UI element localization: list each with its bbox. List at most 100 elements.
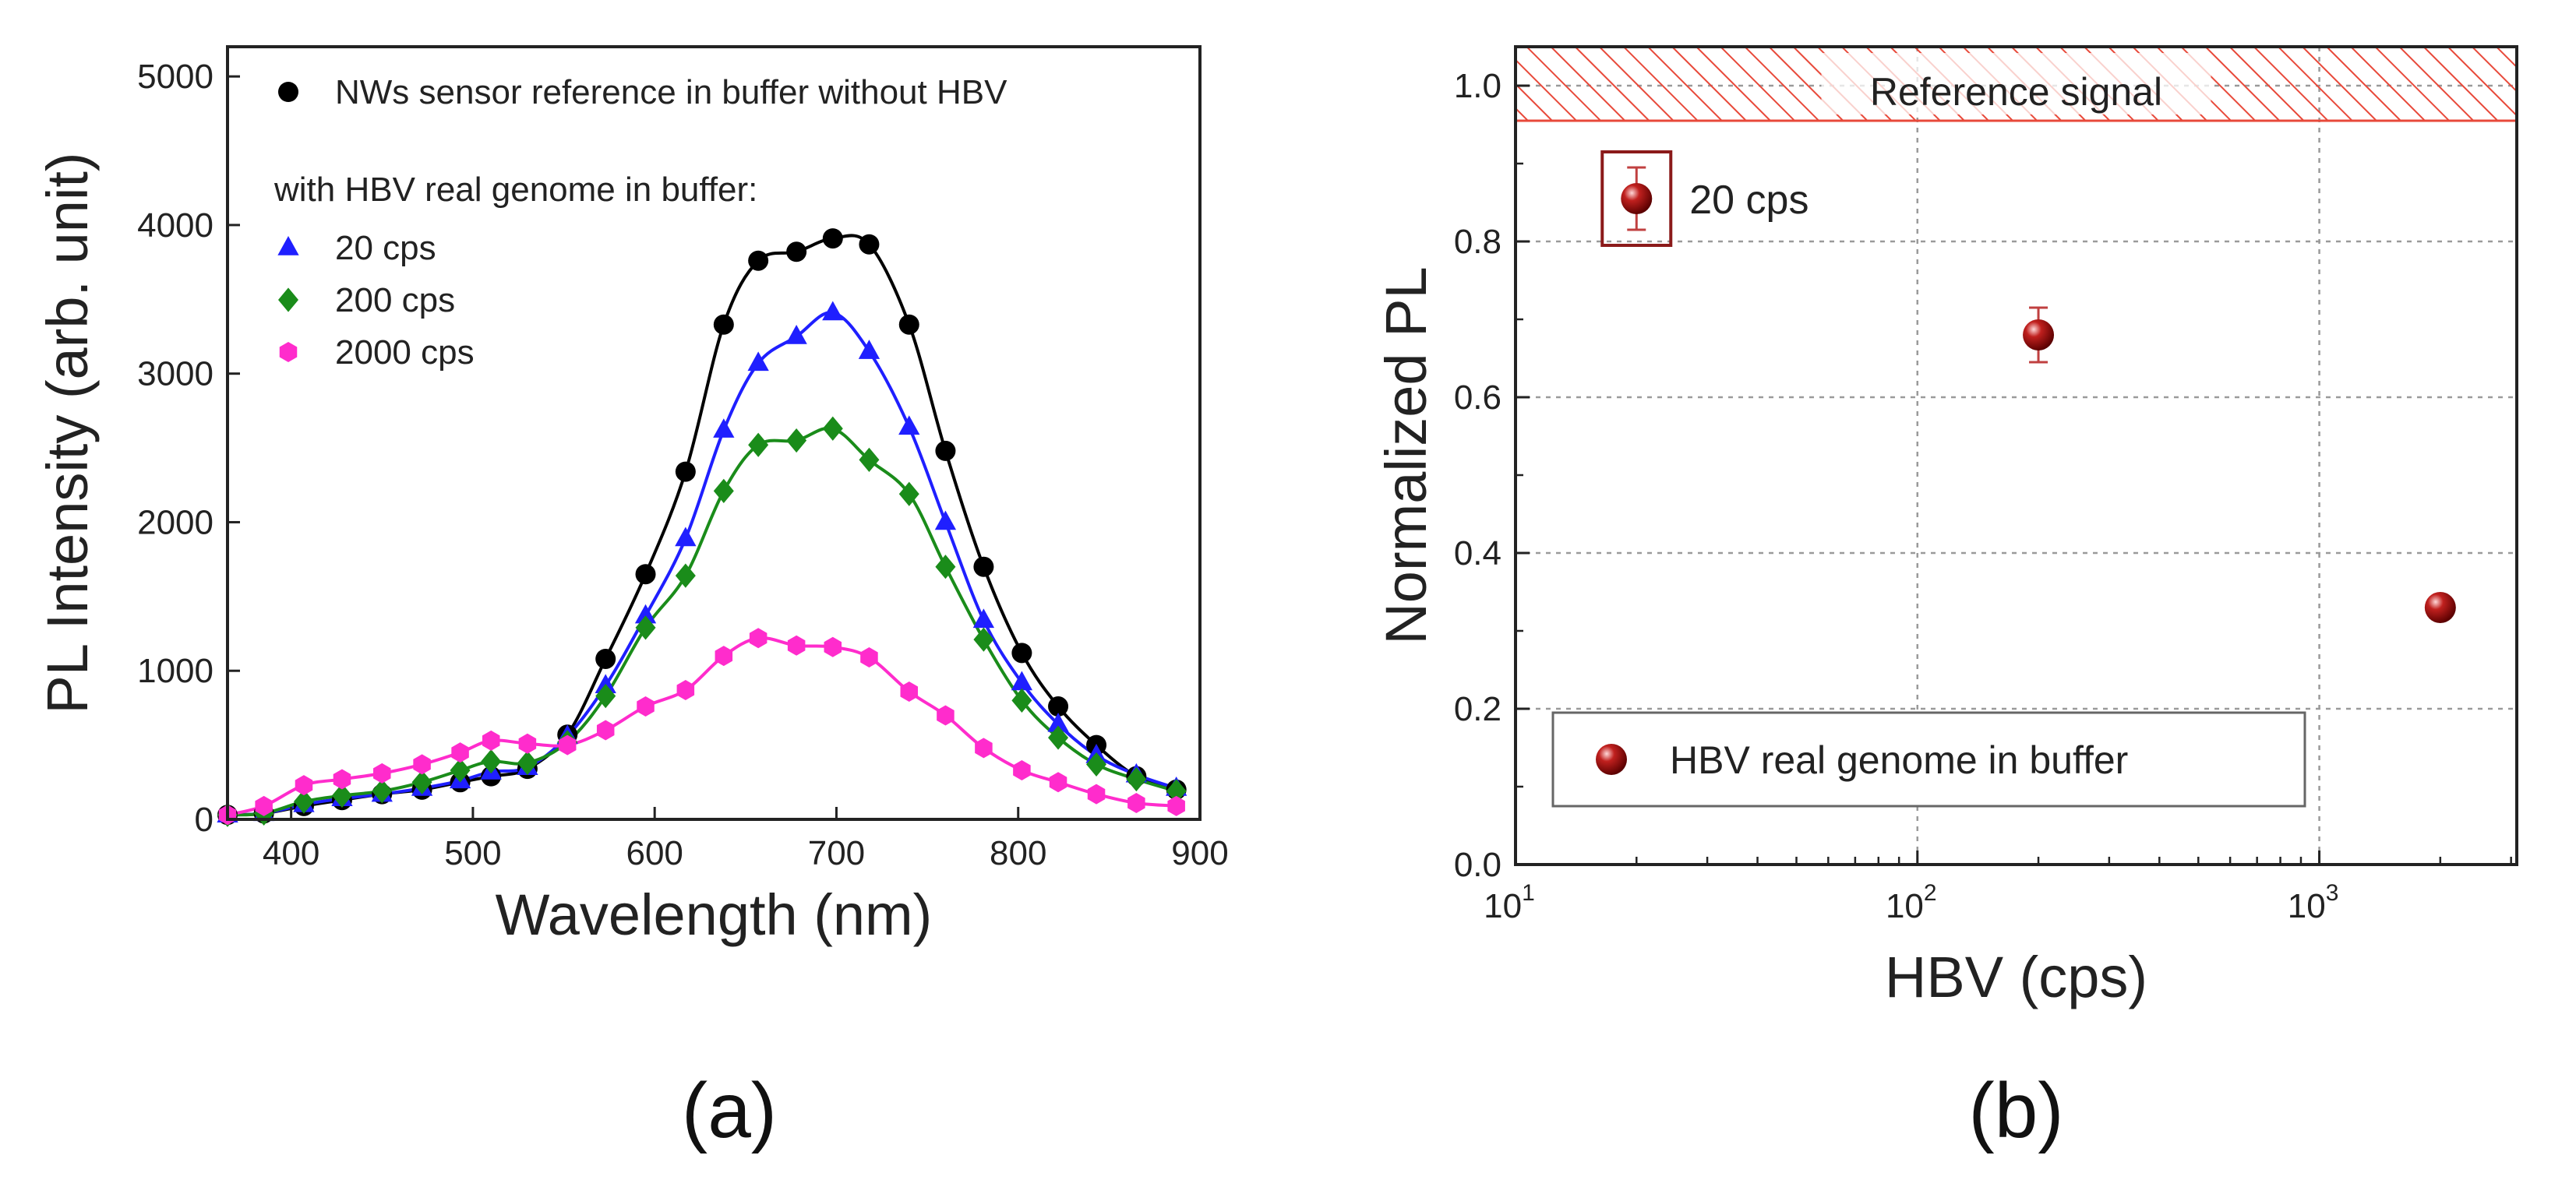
panel-a-data-point — [517, 750, 538, 776]
panel-a-data-point — [824, 636, 842, 657]
panel-b-x-tick-base: 10 — [2288, 887, 2326, 925]
panel-a-data-point — [1011, 688, 1032, 713]
panel-a-data-point — [331, 783, 352, 808]
panel-b-x-tick-base: 10 — [1886, 887, 1924, 925]
panel-a-y-tick-label: 3000 — [137, 355, 213, 393]
panel-a-data-point — [1047, 712, 1069, 732]
panel-a-data-point — [747, 351, 769, 372]
panel-b-y-axis-label: Normalized PL — [1374, 266, 1438, 644]
panel-a-data-point — [1166, 779, 1187, 804]
panel-a-data-point — [785, 325, 807, 344]
panel-b-data-point — [2424, 592, 2456, 623]
panel-a-data-point — [749, 628, 768, 649]
panel-a-data-point — [822, 228, 843, 249]
panel-b-reference-band-label: Reference signal — [1870, 70, 2162, 114]
panel-a-data-point — [482, 730, 500, 751]
panel-a-data-point — [1086, 752, 1107, 777]
panel-a-x-axis-label: Wavelength (nm) — [496, 882, 933, 947]
panel-b-legend: HBV real genome in buffer — [1551, 711, 2306, 808]
panel-a-data-point — [595, 684, 616, 709]
panel-a-data-point — [595, 648, 616, 669]
panel-b-y-tick-label: 1.0 — [1454, 67, 1501, 105]
panel-a-data-point — [293, 789, 314, 814]
panel-b-chart: Reference signal 20 cps 101 102 1030.00.20… — [1374, 45, 2518, 1154]
panel-a-data-point — [713, 418, 735, 438]
panel-a-y-tick-label: 5000 — [137, 58, 213, 96]
panel-a-data-point — [558, 734, 577, 755]
panel-a-chart: 400 500 600 700 800 900010002000300040005000 … — [35, 45, 1229, 1154]
panel-a-series-line-2 — [228, 426, 1177, 817]
panel-a-x-tick-label: 800 — [990, 834, 1046, 872]
panel-a-y-tick-label: 4000 — [137, 206, 213, 245]
panel-a-data-point — [713, 478, 734, 503]
panel-b-y-tick-label: 0.6 — [1454, 379, 1501, 417]
panel-a-data-point — [975, 738, 993, 759]
panel-a-data-point — [411, 770, 432, 794]
panel-a-data-point — [595, 674, 616, 694]
panel-a-data-point — [748, 432, 769, 457]
panel-a-data-point — [1048, 696, 1069, 717]
panel-a-data-point — [973, 627, 994, 652]
panel-a-series-line-3 — [228, 636, 1177, 817]
panel-a-legend-label: NWs sensor reference in buffer without H… — [335, 73, 1007, 111]
panel-a-data-point — [637, 696, 655, 717]
panel-a-data-point — [822, 416, 843, 441]
panel-b-x-tick-exponent: 3 — [2326, 880, 2339, 906]
panel-a-series-line-1 — [228, 311, 1177, 817]
panel-a-y-axis-label: PL Intensity (arb. unit) — [35, 152, 100, 713]
panel-a-data-point — [635, 564, 656, 585]
panel-b-x-tick-label: 101 — [1484, 880, 1535, 925]
panel-a-data-point — [1087, 784, 1106, 805]
panel-a-data-point — [972, 608, 995, 629]
panel-a-data-point — [635, 615, 656, 640]
panel-a-data-point — [255, 795, 273, 816]
panel-a-data-point — [859, 447, 880, 472]
panel-a-data-point — [1011, 643, 1032, 664]
panel-a-x-tick-label: 600 — [626, 834, 683, 872]
panel-a-axes-frame — [226, 45, 1202, 821]
panel-a-data-point — [675, 461, 696, 482]
panel-a-data-point — [973, 556, 994, 577]
panel-a-data-point — [676, 680, 695, 701]
panel-a-legend-marker — [279, 342, 298, 362]
panel-a-data-point — [748, 250, 769, 271]
panel-b-data-points: 20 cps — [1600, 150, 2456, 623]
panel-b-legend-label: HBV real genome in buffer — [1670, 738, 2128, 782]
panel-a-data-point — [634, 604, 657, 624]
panel-a-data-point — [1013, 760, 1031, 781]
panel-a-data-point — [859, 234, 880, 255]
panel-b-x-tick-label: 103 — [2288, 880, 2339, 925]
panel-b-y-tick-label: 0.4 — [1454, 534, 1501, 572]
panel-a-data-point — [295, 775, 313, 796]
panel-a-data-point — [713, 314, 734, 335]
panel-a-data-point — [822, 301, 844, 321]
panel-b-x-tick-exponent: 2 — [1924, 880, 1937, 906]
panel-a-y-tick-label: 2000 — [137, 503, 213, 541]
panel-b-legend-box — [1551, 711, 2306, 808]
panel-a-legend: NWs sensor reference in buffer without H… — [273, 73, 1007, 372]
panel-b-annotation-label: 20 cps — [1689, 178, 1808, 223]
panel-a-data-point — [675, 563, 696, 588]
panel-a-legend-label: 200 cps — [335, 281, 455, 319]
panel-a-data-point — [935, 440, 956, 461]
panel-a-data-point — [1127, 793, 1145, 814]
panel-a-data-point — [858, 340, 880, 359]
panel-a-series-lines — [228, 234, 1177, 817]
panel-b-y-tick-label: 0.2 — [1454, 690, 1501, 728]
panel-a-data-point — [675, 527, 697, 547]
panel-a-ticks: 400 500 600 700 800 900 0 1000 2000 3000 4000 5000 — [137, 58, 1229, 872]
panel-b-data-point — [1621, 183, 1653, 214]
panel-b-axes-frame — [1514, 45, 2518, 866]
panel-a-legend-marker — [277, 236, 299, 255]
panel-b-x-axis-label: HBV (cps) — [1885, 945, 2147, 1009]
panel-a-data-point — [937, 705, 955, 726]
panel-a-data-point — [786, 428, 807, 453]
panel-a-data-point — [860, 647, 878, 668]
panel-a-data-point — [518, 733, 537, 754]
panel-a-x-tick-label: 400 — [263, 834, 319, 872]
panel-a-data-point — [1167, 795, 1185, 816]
panel-a-x-tick-label: 900 — [1171, 834, 1228, 872]
panel-b-label: (b) — [1968, 1067, 2063, 1154]
